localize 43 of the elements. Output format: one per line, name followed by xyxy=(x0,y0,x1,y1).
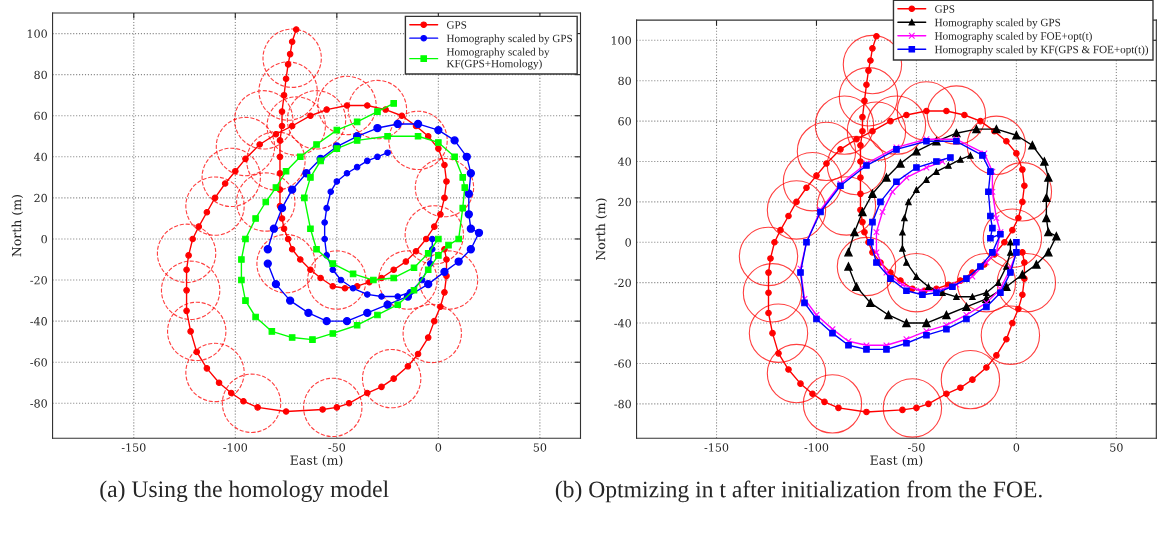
y-tick-label: -60 xyxy=(30,358,47,367)
y-tick-label: -60 xyxy=(614,359,631,368)
x-axis-title: East (m) xyxy=(870,455,923,467)
x-tick-label: -100 xyxy=(804,443,829,452)
x-tick-label: -150 xyxy=(121,443,146,452)
y-tick-label: 100 xyxy=(611,36,631,45)
y-tick-label: -40 xyxy=(614,319,631,328)
y-tick-label: -20 xyxy=(30,276,47,285)
y-tick-label: 0 xyxy=(41,234,47,244)
y-tick-label: -80 xyxy=(614,399,631,409)
legend-label: Homography scaled by KF(GPS+Homology) xyxy=(446,47,550,70)
y-tick-label: -20 xyxy=(614,278,631,288)
y-tick-label: 60 xyxy=(34,111,47,121)
x-tick-label: -100 xyxy=(223,443,248,452)
y-tick-label: -80 xyxy=(30,399,47,408)
legend-label: Homography scaled by GPS xyxy=(446,34,573,45)
y-axis-title: North (m) xyxy=(595,198,608,261)
legend-label: GPS xyxy=(446,21,467,29)
y-tick-label: 0 xyxy=(625,238,631,247)
x-tick-label: 50 xyxy=(1110,443,1123,452)
x-tick-label: 0 xyxy=(435,443,442,452)
legend-label: GPS xyxy=(935,5,955,13)
y-axis-title: North (m) xyxy=(11,195,24,257)
x-axis-title: East (m) xyxy=(290,455,343,467)
x-tick-label: 50 xyxy=(533,443,547,452)
y-tick-label: -40 xyxy=(30,317,47,326)
y-tick-label: 20 xyxy=(34,193,47,203)
y-tick-label: 80 xyxy=(618,76,631,86)
y-tick-label: 60 xyxy=(618,117,631,126)
y-tick-label: 20 xyxy=(618,197,631,207)
y-tick-label: 40 xyxy=(617,157,631,166)
text: (b) Optmizing in t after initialization from the FOE. xyxy=(555,480,1042,503)
legend-label: Homography scaled by GPS xyxy=(934,18,1061,29)
legend-label: Homography scaled by FOE+opt(t) xyxy=(934,31,1092,43)
text: (a) Using the homology model xyxy=(100,480,389,503)
x-tick-label: 0 xyxy=(1013,443,1020,452)
x-tick-label: -50 xyxy=(328,443,346,452)
legend-label: Homography scaled by KF(GPS & FOE+opt(t)) xyxy=(934,45,1149,56)
y-tick-label: 80 xyxy=(34,70,47,80)
x-tick-label: -150 xyxy=(704,443,729,452)
y-tick-label: 100 xyxy=(27,29,47,38)
y-tick-label: 40 xyxy=(33,152,47,162)
x-tick-label: -50 xyxy=(907,443,925,452)
